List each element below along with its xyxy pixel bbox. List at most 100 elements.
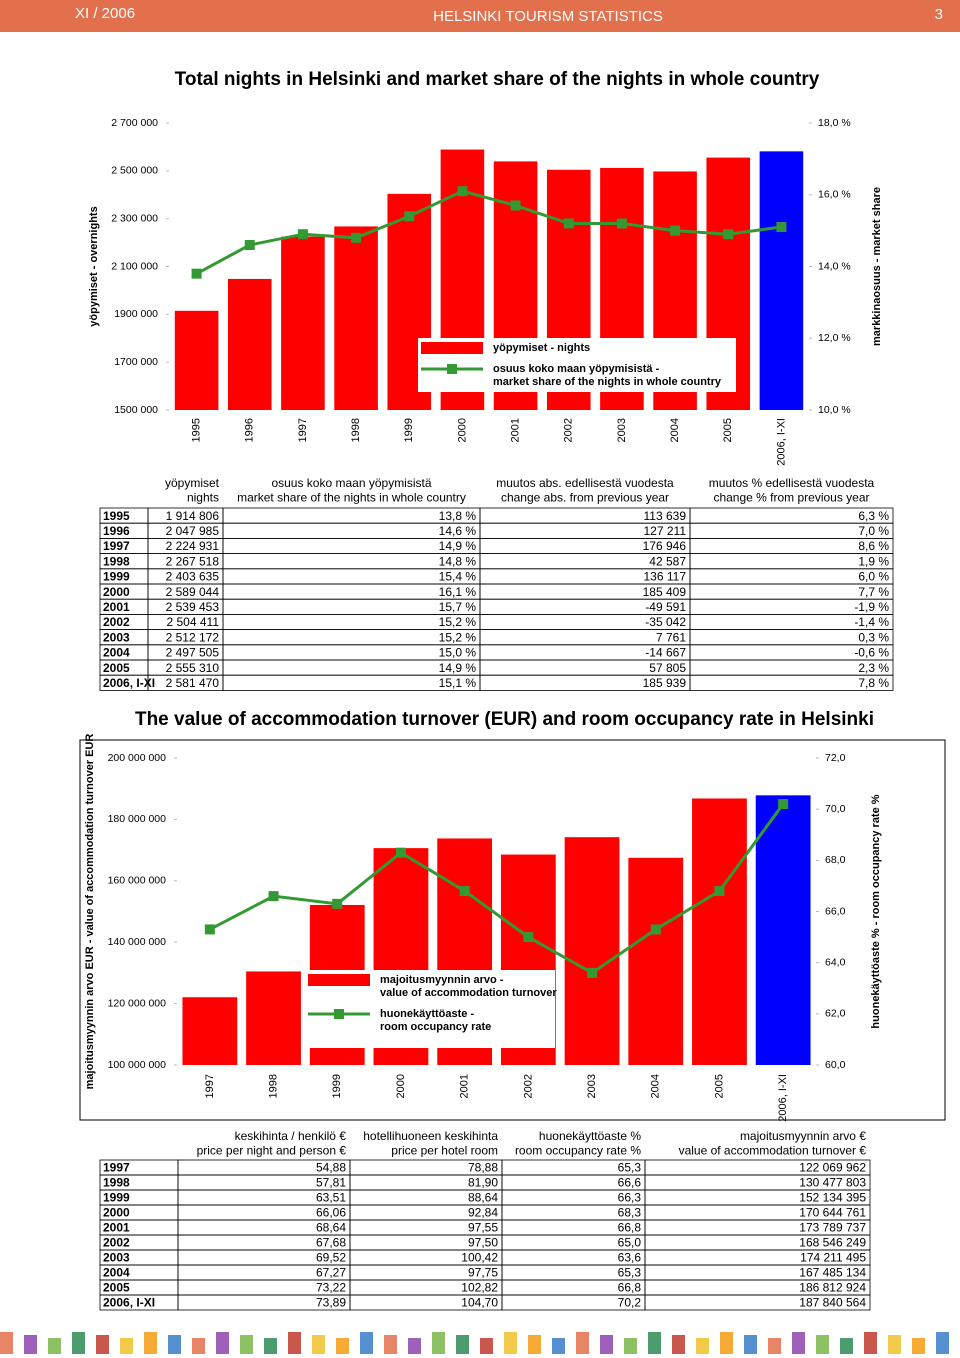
mosaic-tile: [264, 1338, 277, 1354]
table-value: 63,51: [316, 1191, 346, 1205]
table-value: 6,0 %: [858, 570, 889, 584]
legend-swatch-marker: [334, 1009, 344, 1019]
mosaic-tile: [312, 1335, 325, 1354]
bar: [755, 795, 811, 1065]
row-label: 1996: [103, 524, 130, 538]
mosaic-tile: [432, 1332, 445, 1354]
x-tick-label: 1999: [403, 418, 415, 442]
table-value: 66,8: [618, 1221, 642, 1235]
mosaic-tile: [528, 1335, 541, 1354]
table-value: 57,81: [316, 1176, 346, 1190]
mosaic-tile: [144, 1332, 157, 1354]
mosaic-tile: [456, 1335, 469, 1354]
row-label: 2001: [103, 600, 130, 614]
table-value: 66,06: [316, 1206, 346, 1220]
chart-title: Total nights in Helsinki and market shar…: [175, 69, 820, 90]
x-tick-label: 1995: [190, 418, 202, 442]
mosaic-tile: [360, 1332, 373, 1354]
table-value: 2 589 044: [166, 585, 220, 599]
row-label: 2002: [103, 1236, 130, 1250]
table-value: 15,2 %: [439, 615, 477, 629]
y-tick-label: 200 000 000: [108, 752, 167, 764]
table-value: 174 211 495: [800, 1251, 866, 1265]
row-label: 2005: [103, 661, 130, 675]
table-value: 57 805: [649, 661, 686, 675]
mosaic-tile: [504, 1332, 517, 1354]
table-value: 170 644 761: [799, 1206, 866, 1220]
table-value: 15,4 %: [439, 570, 477, 584]
line-marker: [723, 229, 734, 240]
table-value: -1,9 %: [854, 600, 889, 614]
y2-axis-title: markkinaosuus - market share: [871, 187, 883, 346]
table-value: 14,6 %: [439, 524, 477, 538]
bar: [692, 798, 747, 1065]
line-marker: [714, 886, 725, 897]
x-tick-label: 2002: [563, 418, 575, 442]
line-marker: [510, 200, 521, 211]
column-header: muutos abs. edellisestä vuodesta change a…: [496, 476, 674, 504]
line-marker: [523, 932, 534, 943]
line-marker: [191, 268, 202, 279]
table-cell: [644, 1294, 871, 1311]
table-value: 2 497 505: [166, 646, 220, 660]
table-value: -0,6 %: [854, 646, 889, 660]
y2-tick-label: 60,0: [825, 1059, 846, 1071]
chart-frame: [79, 739, 946, 1121]
mosaic-tile: [624, 1338, 637, 1354]
table-value: 68,3: [618, 1206, 642, 1220]
bar: [281, 236, 325, 410]
table-value: 187 840 564: [799, 1296, 866, 1310]
table-value: 15,7 %: [439, 600, 477, 614]
mosaic-tile: [744, 1335, 757, 1354]
row-label: 2002: [103, 615, 130, 629]
table-value: 88,64: [468, 1191, 498, 1205]
x-tick-label: 2000: [456, 418, 468, 442]
mosaic-tile: [336, 1338, 349, 1354]
table-value: 168 546 249: [799, 1236, 866, 1250]
line-marker: [351, 232, 362, 243]
x-tick-label: 1997: [297, 418, 309, 442]
column-header: hotellihuoneen keskihinta price per hotel…: [363, 1129, 498, 1157]
y-tick-label: 2 300 000: [111, 212, 158, 224]
mosaic-tile: [840, 1338, 853, 1354]
mosaic-tile: [240, 1335, 253, 1354]
table-value: 7,7 %: [858, 585, 889, 599]
table-value: 66,3: [618, 1191, 642, 1205]
table-value: 15,2 %: [439, 630, 477, 644]
row-label: 2006, I-XI: [103, 1296, 155, 1310]
table-value: 65,3: [618, 1266, 642, 1280]
mosaic-tile: [480, 1338, 493, 1354]
table-value: 92,84: [468, 1206, 498, 1220]
x-tick-label: 1999: [331, 1074, 343, 1098]
table-value: 8,6 %: [858, 539, 889, 553]
table-value: 69,52: [316, 1251, 346, 1265]
y2-tick-label: 18,0 %: [818, 117, 851, 129]
line-marker: [670, 225, 681, 236]
line-marker: [587, 967, 598, 978]
table-value: 73,22: [316, 1281, 346, 1295]
y-axis-title: yöpymiset - overnights: [88, 206, 100, 326]
line-marker: [244, 239, 255, 250]
table-value: 102,82: [461, 1281, 498, 1295]
table-value: 185 939: [643, 676, 687, 690]
line-marker: [332, 898, 343, 909]
line: [209, 803, 785, 975]
table-value: -1,4 %: [854, 615, 889, 629]
line-marker: [268, 891, 279, 902]
mosaic-tile: [672, 1335, 685, 1354]
table-value: 97,50: [468, 1236, 498, 1250]
table-value: 185 409: [643, 585, 687, 599]
y-tick-label: 1900 000: [114, 308, 158, 320]
mosaic-tile: [816, 1335, 829, 1354]
bar: [182, 997, 238, 1065]
line-marker: [457, 186, 468, 197]
table-value: -49 591: [645, 600, 686, 614]
line-marker: [204, 924, 215, 935]
row-label: 1999: [103, 570, 130, 584]
legend-swatch: [308, 974, 370, 986]
table-value: 2 539 453: [166, 600, 220, 614]
table-value: 73,89: [316, 1296, 346, 1310]
line-marker: [563, 218, 574, 229]
table-cell: [689, 674, 894, 691]
